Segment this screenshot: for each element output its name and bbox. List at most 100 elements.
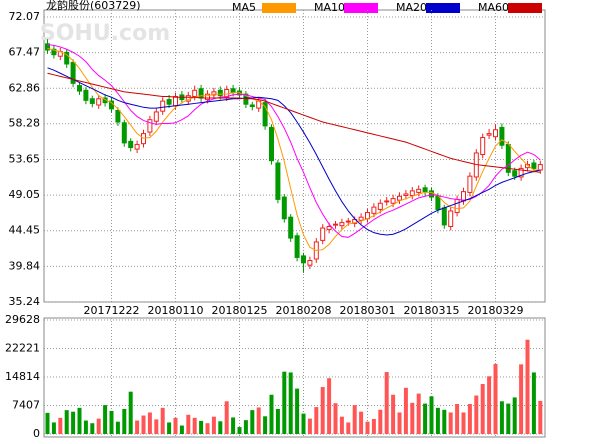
volume-bar [519,364,524,434]
volume-bar [461,412,466,434]
volume-bar [173,417,178,434]
volume-bar [51,422,56,434]
candle-body [147,119,153,133]
volume-bar [243,420,248,434]
volume-bar [83,420,88,434]
volume-bar [218,421,223,434]
candle-body [390,198,396,204]
x-tick-label: 20180125 [212,304,268,317]
candle-body [435,195,441,210]
volume-bar [45,412,50,434]
volume-bar [205,423,210,434]
candle-body [486,133,492,136]
candle-body [121,122,127,144]
volume-bar [391,394,396,434]
candle-body [262,102,268,127]
volume-bar [365,421,370,434]
x-tick-label: 20180301 [340,304,396,317]
volume-bar [403,387,408,434]
volume-bar [493,363,498,434]
candle-body [377,202,383,210]
candle-body [518,167,524,178]
volume-bar [474,395,479,434]
candle-body [307,260,313,266]
volume-bar [384,372,389,434]
candle-body [211,91,217,96]
volume-bar [352,405,357,434]
volume-bar [429,396,434,434]
candle-body [441,207,447,226]
volume-bar [455,403,460,434]
ma-line [47,72,541,173]
volume-bar [256,407,261,434]
candle-body [166,99,172,105]
candle-body [352,219,358,224]
volume-bar [499,401,504,434]
candle-body [269,126,274,162]
candle-body [160,100,166,112]
legend-label: MA5 [232,1,256,14]
candle-body [96,98,102,106]
volume-bar [263,416,268,434]
y-tick-label: 22221 [5,342,40,355]
y-tick-label: 39.84 [9,259,41,272]
ma-line [47,44,541,238]
price-frame [43,9,546,303]
volume-bar [179,425,184,434]
volume-bar [282,371,287,434]
chart-title: 龙韵股份(603729) [46,0,141,12]
legend-swatch [508,3,542,13]
candle-body [333,223,338,226]
y-tick-label: 14814 [5,370,40,383]
volume-bar [103,405,108,434]
volume-bar [71,411,76,434]
volume-bar [416,393,421,434]
candle-body [416,188,422,193]
volume-bar [359,411,364,434]
candle-body [467,175,473,193]
x-tick-label: 20180110 [148,304,204,317]
y-tick-label: 0 [33,427,40,440]
candle-body [275,162,281,200]
candle-body [70,61,76,84]
candle-body [397,195,402,201]
volume-bar [167,422,172,434]
volume-bar [525,339,530,434]
volume-bar [512,397,517,434]
candle-body [422,187,428,193]
volume-bar [231,417,236,434]
volume-bar [423,403,428,434]
y-tick-label: 53.65 [9,153,41,166]
volume-bar [186,414,191,434]
candle-body [339,222,345,227]
watermark: SOHU.com [40,21,170,46]
candle-body [480,136,486,156]
candle-body [205,93,210,101]
volume-bar [154,419,159,434]
volume-bar [480,383,485,434]
volume-bar [250,410,255,434]
volume-bar [506,403,511,434]
candle-body [454,198,460,214]
legend-label: MA10 [314,1,345,14]
y-tick-label: 7407 [12,399,40,412]
volume-bar [147,412,152,434]
y-tick-label: 49.05 [9,188,41,201]
candle-body [288,216,294,239]
candle-body [153,111,159,122]
volume-bar [96,418,101,434]
volume-bar [314,407,319,434]
volume-bar [199,420,204,434]
candle-body [249,104,255,108]
volume-bar [135,420,140,434]
y-tick-label: 44.45 [9,224,41,237]
volume-bar [237,427,242,434]
candle-body [531,162,537,169]
candle-body [429,190,434,198]
volume-bar [192,417,197,434]
volume-bar [160,407,165,434]
candle-body [371,206,377,214]
candle-body [173,95,178,107]
y-tick-label: 29628 [5,313,40,326]
